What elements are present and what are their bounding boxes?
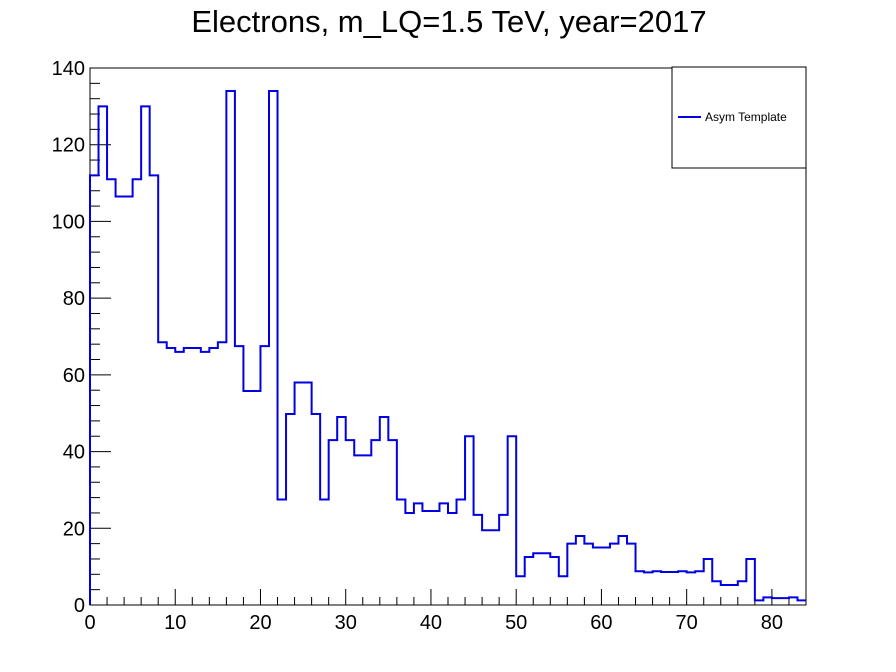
y-tick-label: 120 bbox=[52, 135, 85, 157]
legend: Asym Template bbox=[671, 66, 807, 169]
x-tick-label: 50 bbox=[505, 612, 527, 634]
y-tick-label: 60 bbox=[63, 365, 85, 387]
series-asym-template-line bbox=[89, 90, 806, 605]
x-tick-label: 70 bbox=[676, 612, 698, 634]
x-tick-label: 20 bbox=[249, 612, 271, 634]
x-axis-ticks bbox=[89, 589, 807, 605]
x-tick-label: 80 bbox=[761, 612, 783, 634]
x-axis-tick-labels: 0 10 20 30 40 50 60 70 80 bbox=[84, 612, 783, 634]
x-tick-label: 40 bbox=[420, 612, 442, 634]
x-tick-label: 10 bbox=[164, 612, 186, 634]
y-tick-label: 40 bbox=[63, 442, 85, 464]
y-tick-label: 20 bbox=[63, 518, 85, 540]
y-tick-label: 140 bbox=[52, 58, 85, 80]
y-axis-tick-labels: 0 20 40 60 80 100 120 140 bbox=[52, 58, 85, 617]
legend-label-asym-template: Asym Template bbox=[705, 110, 787, 124]
x-tick-label: 0 bbox=[84, 612, 95, 634]
y-tick-label: 100 bbox=[52, 211, 85, 233]
y-tick-label: 0 bbox=[74, 595, 85, 617]
x-tick-label: 60 bbox=[590, 612, 612, 634]
chart-title: Electrons, m_LQ=1.5 TeV, year=2017 bbox=[191, 4, 706, 39]
y-tick-label: 80 bbox=[63, 288, 85, 310]
x-tick-label: 30 bbox=[335, 612, 357, 634]
y-axis-ticks bbox=[90, 67, 111, 606]
